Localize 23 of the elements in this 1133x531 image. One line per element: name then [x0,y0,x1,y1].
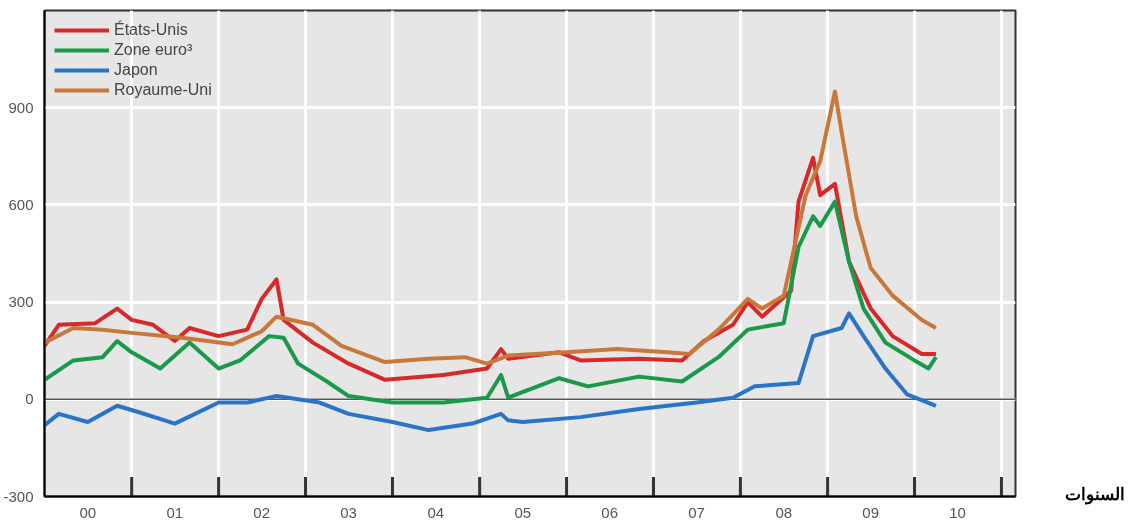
x-tick-label: 02 [253,503,271,521]
y-tick-label: 300 [8,293,34,311]
legend-label: Royaume-Uni [114,81,212,99]
x-axis-title: السنوات [1065,484,1125,507]
x-tick-label: 06 [601,503,619,521]
line-series [44,311,938,433]
x-tick-label: 00 [79,503,97,521]
y-tick-label: 600 [8,195,34,213]
y-tick-label: -300 [3,487,34,505]
legend-label: Zone euro³ [114,41,193,59]
legend-label: États-Unis [114,21,188,39]
y-tick-label: 900 [8,98,34,116]
x-tick-label: 08 [775,503,793,521]
x-tick-label: 07 [688,503,705,521]
line-series [44,199,938,405]
x-tick-label: 03 [340,503,357,521]
legend-label: Japon [114,61,158,79]
x-tick-label: 05 [514,503,532,521]
x-tick-label: 09 [862,503,880,521]
x-tick-label: 04 [427,503,445,521]
x-tick-label: 10 [949,503,966,521]
y-tick-label: 0 [25,390,34,408]
x-tick-label: 01 [166,503,184,521]
